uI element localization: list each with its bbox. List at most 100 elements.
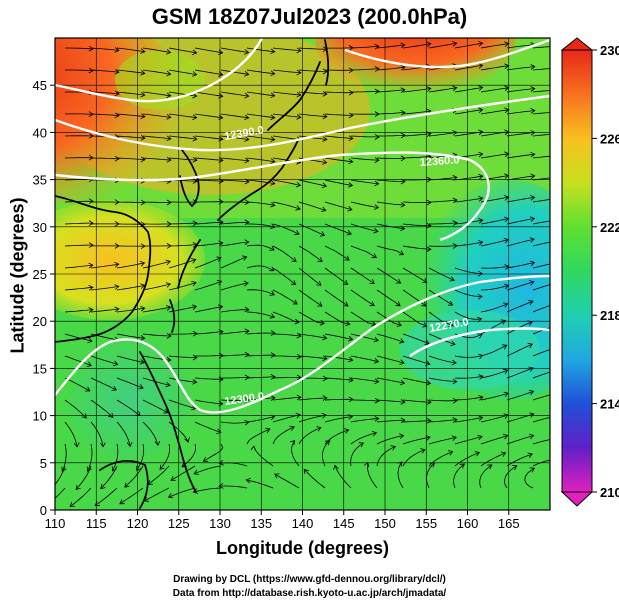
streamline-arrowhead [86, 361, 93, 367]
streamline-arrowhead [244, 239, 250, 246]
streamline [272, 333, 301, 337]
streamline [397, 461, 404, 489]
streamline [246, 69, 275, 75]
streamline-arrowhead [317, 301, 323, 307]
streamline-arrowhead [244, 70, 250, 77]
streamline [194, 465, 222, 475]
streamline-arrowhead [114, 112, 120, 119]
streamline-arrowhead [346, 230, 352, 236]
streamline-arrowhead [114, 284, 120, 290]
streamline-arrowhead [555, 301, 560, 306]
streamline [298, 414, 327, 423]
streamline-arrowhead [86, 466, 92, 472]
streamline [220, 330, 249, 335]
streamline-arrowhead [170, 476, 176, 481]
streamline [142, 91, 171, 97]
coast-sakhalin [324, 39, 330, 86]
streamline-arrowhead [140, 156, 146, 163]
streamline [64, 377, 90, 392]
streamline [480, 153, 509, 159]
streamline [194, 399, 223, 405]
streamline [220, 47, 249, 53]
field-layer: 12360.0 12270.0 12390.0 12300.0 [55, 38, 560, 510]
streamline [298, 397, 327, 401]
streamline-arrowhead [322, 355, 328, 362]
streamline-arrowhead [166, 49, 172, 55]
streamline-arrowhead [61, 466, 67, 473]
streamline-arrowhead [126, 442, 133, 448]
streamline-arrowhead [529, 389, 535, 396]
streamline [428, 355, 457, 364]
streamline [376, 399, 405, 403]
streamline-arrowhead [528, 433, 535, 440]
streamline [506, 391, 534, 401]
streamline-arrowhead [530, 108, 536, 114]
streamline-arrowhead [478, 374, 484, 380]
streamline-arrowhead [218, 460, 224, 466]
streamline [350, 267, 375, 284]
streamline [273, 355, 302, 358]
streamline [246, 479, 274, 489]
streamline [168, 259, 196, 269]
streamline [220, 135, 249, 140]
streamline-arrowhead [348, 135, 354, 142]
streamline-arrowhead [395, 301, 401, 307]
streamline-arrowhead [88, 284, 94, 291]
streamline [194, 157, 223, 161]
streamline-arrowhead [192, 71, 198, 77]
streamline-arrowhead [159, 464, 165, 470]
streamline-arrowhead [87, 337, 93, 344]
streamline [454, 197, 483, 203]
streamline [90, 421, 104, 447]
streamline-arrowhead [322, 68, 328, 75]
streamline [168, 135, 197, 140]
streamline [324, 223, 352, 235]
streamline [298, 91, 327, 95]
streamline [376, 89, 405, 93]
streamline-arrowhead [140, 91, 146, 98]
streamline [532, 241, 550, 247]
streamline [116, 377, 144, 389]
streamline [454, 289, 482, 297]
streamline [428, 289, 453, 306]
contour-label: 12300.0 [224, 391, 265, 408]
x-tick-label: 110 [45, 516, 66, 531]
streamline [350, 135, 380, 138]
colorbar-tick-label: 230 [600, 43, 619, 58]
streamline-arrowhead [373, 336, 379, 343]
streamline [376, 377, 405, 384]
streamline-arrowhead [244, 92, 250, 99]
streamline-arrowhead [390, 445, 396, 451]
streamline [454, 417, 483, 423]
streamline [116, 135, 145, 139]
streamline-arrowhead [478, 63, 484, 69]
streamline-arrowhead [303, 468, 309, 475]
streamline [87, 443, 93, 472]
streamline-arrowhead [529, 216, 536, 222]
streamline-arrowhead [291, 257, 297, 263]
streamline-arrowhead [447, 300, 454, 306]
streamline [376, 245, 404, 255]
streamline-arrowhead [348, 356, 354, 363]
streamline [194, 47, 223, 54]
streamline-arrowhead [399, 359, 405, 365]
coast-japan [217, 61, 321, 221]
streamline-arrowhead [478, 40, 484, 47]
streamline-arrowhead [529, 260, 536, 267]
streamline-arrowhead [321, 412, 327, 419]
streamline-arrowhead [296, 394, 302, 401]
streamline [350, 377, 379, 383]
streamline [64, 333, 93, 342]
streamline [506, 281, 534, 291]
streamline-arrowhead [294, 229, 300, 236]
streamline-arrowhead [459, 463, 466, 469]
streamline [116, 307, 145, 313]
streamline-arrowhead [167, 493, 174, 499]
streamline [64, 222, 93, 225]
streamline-arrowhead [503, 391, 509, 398]
streamline [324, 416, 353, 423]
streamline-arrowhead [166, 156, 172, 163]
streamline-arrowhead [348, 158, 354, 165]
y-tick-label: 35 [33, 173, 47, 188]
streamline-arrowhead [124, 482, 130, 488]
